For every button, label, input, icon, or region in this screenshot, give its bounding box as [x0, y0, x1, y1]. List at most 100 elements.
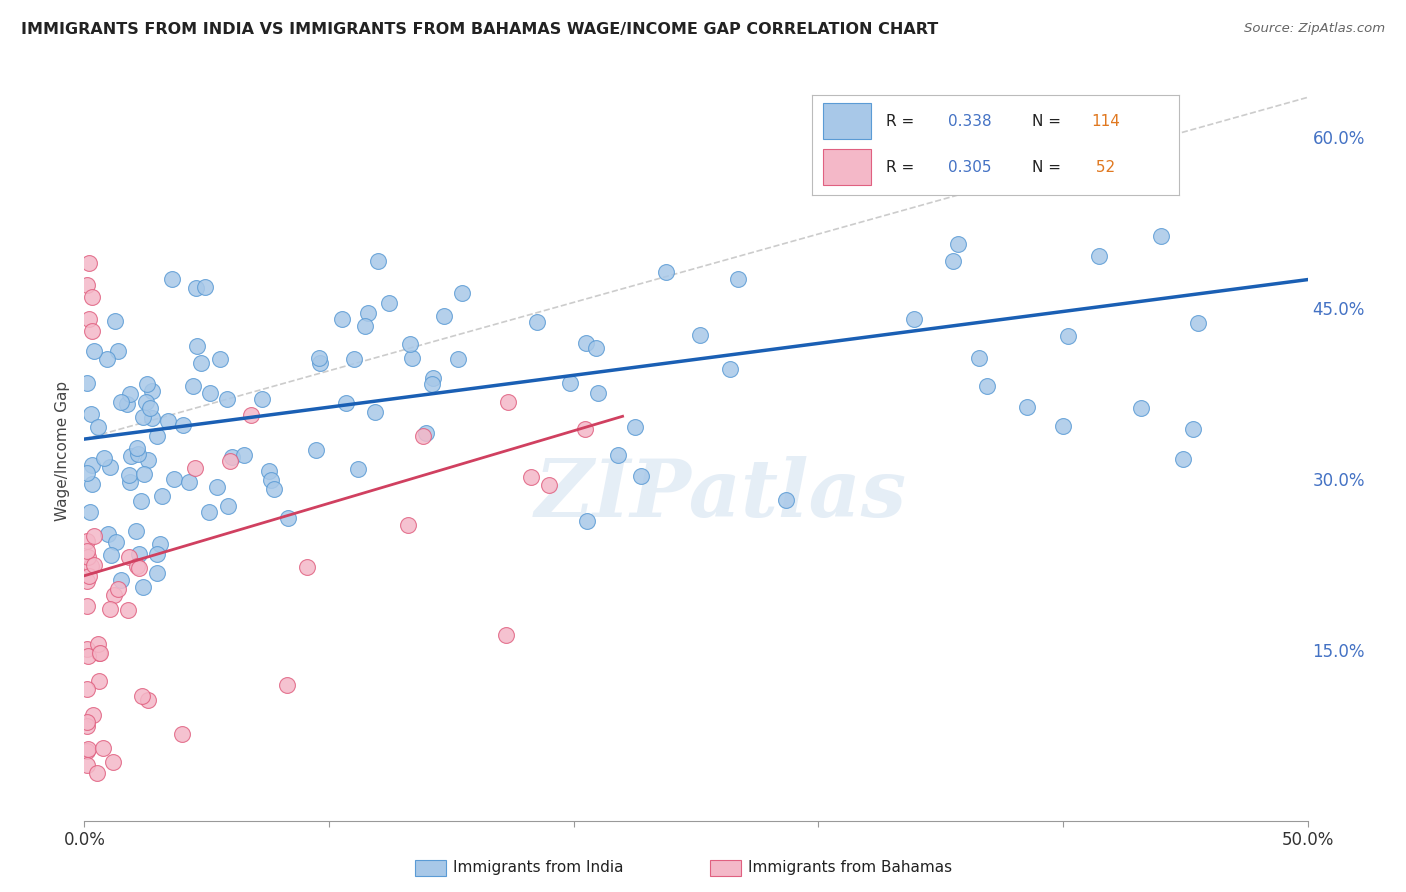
Point — [125, 524, 148, 539]
Point — [422, 371, 444, 385]
Point — [104, 314, 127, 328]
Point — [420, 377, 443, 392]
Point — [221, 450, 243, 465]
Point — [232, 448, 254, 462]
Point — [967, 351, 990, 365]
Point — [239, 409, 262, 423]
Point — [82, 458, 104, 473]
Point — [89, 646, 111, 660]
Point — [498, 395, 520, 409]
Point — [260, 473, 283, 487]
Point — [378, 296, 401, 310]
Point — [132, 580, 155, 594]
Point — [183, 461, 205, 475]
Point — [76, 376, 98, 391]
Point — [98, 601, 121, 615]
Point — [76, 743, 98, 757]
Point — [146, 547, 169, 561]
Point — [76, 714, 98, 729]
Point — [149, 537, 172, 551]
Point — [305, 442, 328, 457]
Point — [117, 603, 139, 617]
Point — [91, 740, 114, 755]
Point — [181, 379, 204, 393]
Point — [87, 637, 110, 651]
Point — [83, 343, 105, 358]
Point — [1017, 400, 1039, 414]
Point — [100, 548, 122, 562]
Point — [295, 560, 318, 574]
Point — [1056, 329, 1078, 343]
Point — [118, 386, 141, 401]
Point — [103, 588, 125, 602]
Point — [172, 726, 194, 740]
Point — [125, 441, 148, 455]
Point — [396, 518, 419, 533]
Point — [655, 265, 678, 279]
Point — [77, 312, 100, 326]
Point — [575, 335, 598, 350]
Point — [110, 394, 132, 409]
Point — [120, 449, 142, 463]
Point — [1088, 249, 1111, 263]
Point — [263, 483, 285, 497]
Point — [76, 648, 98, 663]
Point — [198, 385, 221, 400]
Point — [135, 395, 157, 409]
Point — [357, 306, 380, 320]
Point — [205, 481, 228, 495]
Point — [127, 448, 149, 462]
Point — [946, 237, 969, 252]
Point — [104, 534, 127, 549]
Point — [128, 561, 150, 575]
Text: ZIPatlas: ZIPatlas — [534, 456, 907, 533]
Point — [1130, 401, 1153, 416]
Point — [1182, 422, 1205, 436]
Point — [343, 352, 366, 367]
Point — [134, 467, 156, 481]
Point — [83, 529, 105, 543]
Point — [976, 378, 998, 392]
Text: Immigrants from Bahamas: Immigrants from Bahamas — [748, 861, 952, 875]
Point — [79, 506, 101, 520]
Point — [520, 470, 543, 484]
Point — [80, 476, 103, 491]
Point — [624, 420, 647, 434]
Point — [558, 376, 581, 390]
Point — [727, 272, 749, 286]
Point — [76, 742, 98, 756]
Point — [276, 678, 298, 692]
Point — [197, 505, 219, 519]
Point — [433, 309, 456, 323]
Point — [76, 278, 98, 293]
Point — [257, 464, 280, 478]
Point — [76, 682, 98, 697]
Point — [186, 339, 208, 353]
Point — [101, 755, 124, 769]
Point — [330, 312, 353, 326]
Point — [80, 407, 103, 421]
Point — [179, 475, 201, 489]
Point — [184, 280, 207, 294]
Point — [401, 351, 423, 366]
Point — [76, 599, 98, 614]
Point — [1150, 228, 1173, 243]
Point — [150, 489, 173, 503]
Point — [252, 392, 274, 406]
Point — [136, 693, 159, 707]
Point — [346, 461, 368, 475]
Point — [354, 318, 377, 333]
Point — [537, 478, 560, 492]
Point — [96, 352, 118, 367]
Point — [630, 468, 652, 483]
Point — [80, 558, 103, 573]
Point — [76, 533, 98, 548]
Point — [156, 414, 179, 428]
Y-axis label: Wage/Income Gap: Wage/Income Gap — [55, 380, 70, 521]
Point — [218, 453, 240, 467]
Point — [495, 628, 517, 642]
Point — [775, 492, 797, 507]
Point — [163, 472, 186, 486]
Point — [86, 765, 108, 780]
Point — [172, 418, 194, 433]
